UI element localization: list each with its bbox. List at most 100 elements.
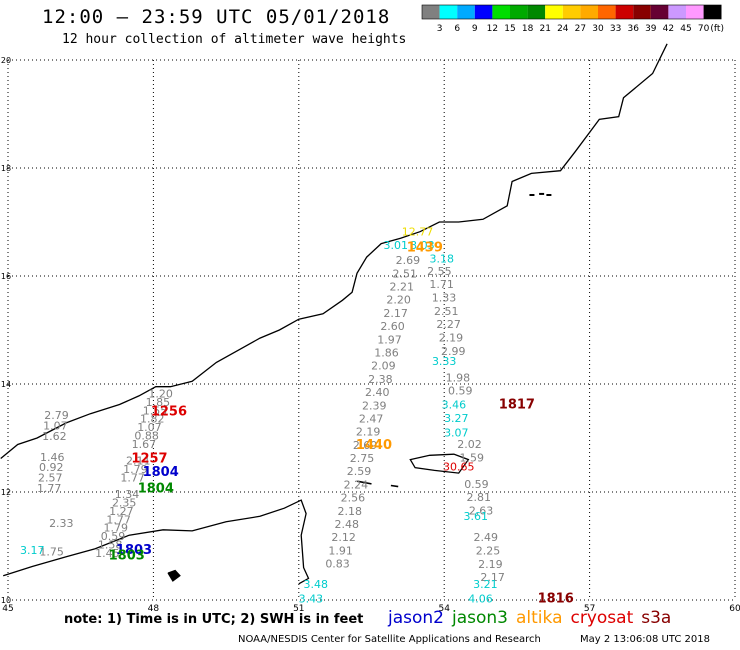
wave-height-value: 1.20 — [148, 388, 173, 401]
wave-height-value: 2.33 — [49, 517, 74, 530]
x-tick-label: 54 — [438, 604, 450, 614]
wave-height-value: 2.75 — [350, 452, 375, 465]
wave-height-value: 2.49 — [473, 531, 498, 544]
wave-height-value: 1.85 — [146, 396, 171, 409]
wave-height-value: 2.99 — [441, 345, 466, 358]
wave-height-value: 2.40 — [365, 386, 390, 399]
wave-height-value: 2.11 — [126, 455, 151, 468]
pass-time-label: 1804 — [143, 465, 179, 480]
pass-time-label: 1817 — [499, 397, 535, 412]
legend-label: 9 — [472, 24, 478, 34]
pass-time-label: 1803 — [109, 549, 145, 564]
wave-height-value: 12.77 — [402, 226, 434, 239]
wave-height-value: 3.27 — [444, 412, 469, 425]
satellite-name: s3a — [641, 608, 672, 628]
wave-height-value: 2.19 — [478, 558, 503, 571]
legend-label: 21 — [539, 24, 550, 34]
wave-height-value: 1.75 — [39, 546, 64, 559]
legend-swatch — [439, 5, 458, 19]
wave-height-value: 2.19 — [356, 426, 381, 439]
wave-height-value: 2.35 — [112, 496, 137, 509]
x-tick-label: 60 — [729, 604, 740, 614]
wave-height-value: 3.43 — [299, 593, 324, 606]
satellite-name: cryosat — [570, 608, 634, 628]
wave-height-value: 1.77 — [37, 482, 62, 495]
legend-label: 15 — [504, 24, 515, 34]
wave-height-value: 2.51 — [434, 305, 459, 318]
pass-time-label: 1803 — [116, 543, 152, 558]
wave-height-value: 1.59 — [460, 451, 485, 464]
page-title: 12:00 – 23:59 UTC 05/01/2018 — [42, 6, 391, 28]
legend-swatch — [545, 5, 563, 19]
wave-height-value: 1.55 — [143, 404, 168, 417]
satellite-name: altika — [516, 608, 563, 628]
wave-height-value: 3.21 — [473, 578, 498, 591]
wave-height-value: 3.17 — [20, 544, 45, 557]
note-text: note: 1) Time is in UTC; 2) SWH is in fe… — [64, 612, 364, 627]
pass-time-label: 1256 — [151, 404, 187, 419]
legend-label: 36 — [627, 24, 639, 34]
wave-height-value: 2.81 — [467, 491, 492, 504]
wave-height-value: 2.39 — [362, 399, 387, 412]
footer-timestamp: May 2 13:06:08 UTC 2018 — [580, 634, 710, 645]
legend-swatch — [686, 5, 704, 19]
wave-height-value: 3.07 — [444, 426, 469, 439]
wave-height-value: 1.07 — [137, 421, 162, 434]
pass-time-label: 1257 — [131, 451, 167, 466]
wave-height-value: 1.45 — [95, 547, 120, 560]
legend-swatch — [668, 5, 686, 19]
wave-height-value: 2.09 — [371, 360, 396, 373]
wave-height-value: 1.77 — [120, 471, 145, 484]
pass-time-label: 1816 — [538, 592, 574, 607]
legend-label: 27 — [575, 24, 586, 34]
legend-swatch — [527, 5, 546, 19]
wave-height-value: 1.79 — [123, 463, 148, 476]
island-samhah — [390, 484, 399, 488]
legend-bar-outline — [421, 4, 722, 20]
wave-height-value: 2.27 — [436, 318, 461, 331]
x-tick-label: 51 — [293, 604, 304, 614]
y-tick-label: 10 — [1, 596, 11, 605]
wave-height-value: 1.46 — [40, 451, 65, 464]
x-tick-label: 57 — [584, 604, 595, 614]
wave-height-value: 1.27 — [109, 505, 134, 518]
wave-height-value: 1.34 — [115, 488, 140, 501]
wave-height-value: 2.79 — [44, 409, 69, 422]
legend-swatch — [422, 5, 440, 19]
wave-height-value: 3.46 — [442, 398, 467, 411]
legend-swatch — [580, 5, 598, 19]
wave-height-value: 1.71 — [429, 278, 454, 291]
wave-height-value: 3.48 — [304, 578, 329, 591]
island-abd-al-kuri — [356, 480, 372, 485]
legend-swatch — [474, 5, 493, 19]
page-subtitle: 12 hour collection of altimeter wave hei… — [62, 32, 407, 47]
wave-height-value: 2.56 — [341, 492, 366, 505]
y-tick-label: 12 — [1, 488, 11, 497]
coastline-arabia — [0, 43, 668, 460]
wave-height-value: 2.69 — [396, 254, 421, 267]
pass-time-label: 1440 — [356, 438, 392, 453]
legend-label: 30 — [592, 24, 604, 34]
legend-swatch — [492, 5, 510, 19]
wave-height-value: 1.62 — [42, 430, 67, 443]
wave-height-value: 2.63 — [469, 505, 494, 518]
legend-unit: (ft) — [710, 24, 724, 34]
wave-height-value: 1.79 — [104, 522, 129, 535]
wave-height-value: 2.12 — [331, 531, 356, 544]
legend-label: 39 — [645, 24, 657, 34]
legend-swatch — [457, 5, 475, 19]
legend-label: 33 — [610, 24, 621, 34]
wave-height-value: 1.97 — [377, 333, 402, 346]
wave-height-value: 2.47 — [359, 412, 384, 425]
y-tick-label: 16 — [1, 272, 11, 281]
legend-label: 45 — [680, 24, 691, 34]
wave-height-value: 1.33 — [432, 292, 457, 305]
wave-height-value: 2.18 — [338, 505, 363, 518]
satellite-name: jason2 — [388, 608, 444, 628]
wave-height-value: 0.59 — [448, 385, 473, 398]
island-socotra — [409, 453, 470, 474]
wave-height-value: 2.24 — [344, 478, 369, 491]
wave-height-value: 2.20 — [386, 294, 411, 307]
wave-height-value: 2.59 — [347, 465, 372, 478]
wave-height-value: 1.98 — [446, 371, 471, 384]
